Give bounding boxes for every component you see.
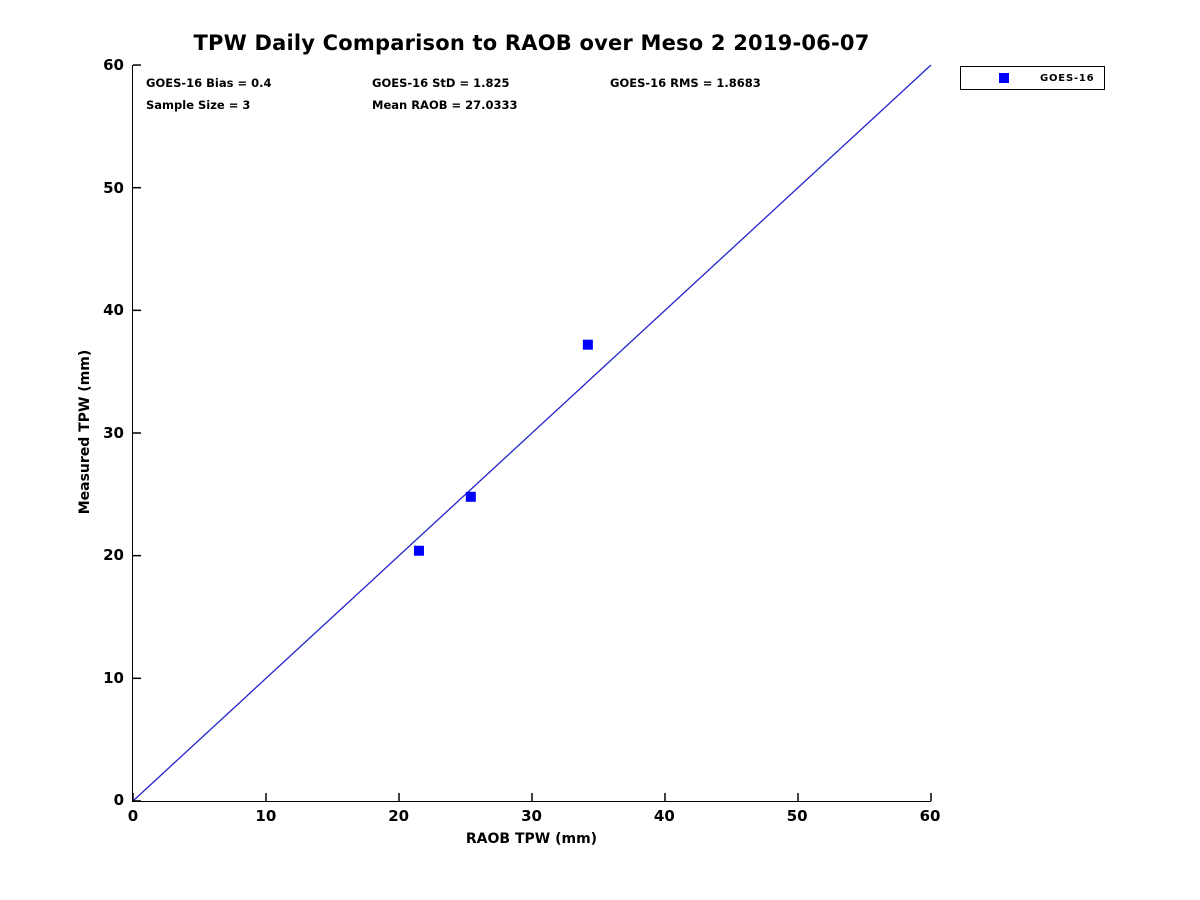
plot-area: GOES-16 Bias = 0.4 GOES-16 StD = 1.825 GOE…: [132, 64, 932, 802]
one-to-one-reference-line: [132, 64, 932, 802]
stat-annotation: GOES-16 RMS = 1.8683: [610, 76, 761, 90]
data-point-marker: [413, 545, 424, 556]
stat-annotation: Mean RAOB = 27.0333: [372, 98, 518, 112]
x-tick-label: 60: [919, 807, 941, 825]
x-tick-label: 40: [653, 807, 675, 825]
x-tick-label: 20: [388, 807, 410, 825]
legend-entry-label: GOES-16: [1040, 72, 1095, 84]
stat-annotation: Sample Size = 3: [146, 98, 251, 112]
data-point-marker: [582, 339, 593, 350]
plot-canvas: [132, 64, 932, 802]
x-tick-label: 10: [255, 807, 277, 825]
x-axis-label: RAOB TPW (mm): [465, 831, 598, 847]
y-tick-label: 50: [103, 178, 124, 197]
y-tick-label: 60: [103, 56, 124, 74]
x-tick-label: 0: [127, 807, 139, 825]
y-tick-label: 30: [103, 423, 124, 442]
legend-marker-square-icon: [999, 73, 1009, 83]
y-tick-label: 40: [103, 301, 124, 319]
y-tick-label: 20: [103, 546, 124, 564]
chart-title: TPW Daily Comparison to RAOB over Meso 2…: [193, 31, 870, 55]
stat-annotation: GOES-16 StD = 1.825: [372, 76, 510, 90]
y-tick-label: 10: [103, 668, 124, 687]
x-tick-label: 30: [521, 807, 542, 825]
y-axis-label: Measured TPW (mm): [77, 349, 93, 515]
stat-annotation: GOES-16 Bias = 0.4: [146, 76, 272, 90]
data-point-marker: [465, 491, 476, 502]
y-tick-label: 0: [113, 791, 124, 809]
x-tick-label: 50: [786, 807, 808, 825]
legend-box: GOES-16: [960, 66, 1105, 90]
